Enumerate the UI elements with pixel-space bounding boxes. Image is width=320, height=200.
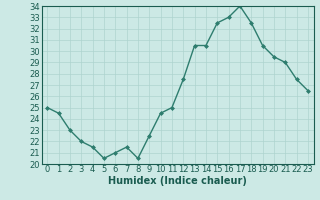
X-axis label: Humidex (Indice chaleur): Humidex (Indice chaleur) — [108, 176, 247, 186]
